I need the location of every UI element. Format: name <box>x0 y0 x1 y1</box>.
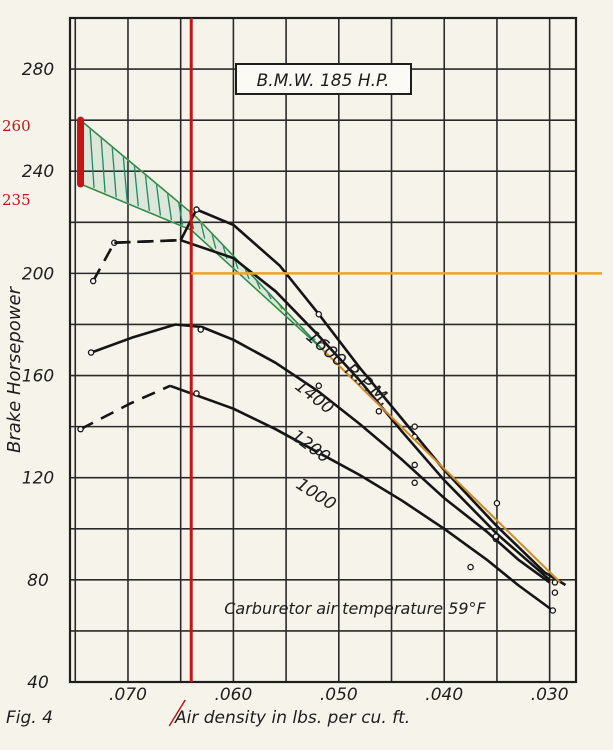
series-line <box>169 384 554 612</box>
temperature-note: Carburetor air temperature 59°F <box>224 599 486 618</box>
y-tick-label: 280 <box>22 60 54 80</box>
series-line <box>179 208 567 587</box>
band-hatch-line <box>144 174 151 211</box>
band-top-line <box>80 119 324 351</box>
chart-title: B.M.W. 185 H.P. <box>257 71 390 91</box>
data-point <box>77 425 84 433</box>
plot-frame <box>68 16 578 684</box>
overlay-annotations <box>77 18 602 727</box>
data-point <box>467 563 474 571</box>
grid <box>68 16 578 684</box>
series-2 <box>114 238 551 581</box>
series-dashed-line <box>114 238 181 244</box>
data-point <box>87 349 95 356</box>
series-line <box>90 323 551 584</box>
y-tick-label: 120 <box>22 469 54 489</box>
band-hatch-line <box>89 128 95 188</box>
band-hatch-line <box>133 165 139 207</box>
y-tick-label: 160 <box>22 367 54 387</box>
series-dashed-line <box>79 384 171 431</box>
title-box <box>235 63 412 95</box>
marker-235-label: 235 <box>2 191 31 209</box>
data-point <box>315 310 323 318</box>
band-hatch-line <box>111 146 117 198</box>
data-point <box>492 533 500 540</box>
data-point <box>551 589 559 596</box>
tick-labels: 40 80 120 160 200 240 280 .070 .060 .050 .040 .030 <box>22 60 569 705</box>
figure-label: Fig. 4 <box>6 708 53 728</box>
data-point <box>193 206 200 213</box>
series-4 <box>77 384 557 614</box>
series-line <box>180 238 551 581</box>
data-point <box>315 448 323 456</box>
series-3 <box>87 323 559 586</box>
y-tick-label: 40 <box>27 673 49 693</box>
data-point <box>375 408 383 415</box>
x-tick-label: .030 <box>531 685 569 705</box>
x-tick-label: .060 <box>214 685 252 705</box>
x-tick-label: .040 <box>425 685 463 705</box>
series-group <box>77 206 567 614</box>
y-axis-label: Brake Horsepower <box>4 285 25 453</box>
x-axis-label: Air density in lbs. per cu. ft. <box>174 708 410 728</box>
data-point <box>411 479 418 487</box>
y-tick-label: 200 <box>22 264 54 284</box>
x-tick-label: .070 <box>109 685 147 705</box>
band-hatch-line <box>166 192 173 221</box>
y-tick-label: 240 <box>22 162 54 182</box>
x-tick-label: .050 <box>320 685 358 705</box>
band-fill <box>80 120 323 350</box>
orange-extrapolation-line <box>322 349 561 584</box>
band-hatch-line <box>155 183 162 216</box>
band-hatch-line <box>211 233 217 249</box>
data-point <box>89 277 97 285</box>
band-hatch-line <box>122 155 128 202</box>
y-tick-label: 80 <box>27 571 49 591</box>
marker-260-label: 260 <box>2 117 31 135</box>
band-hatch-line <box>200 221 206 239</box>
data-point <box>193 390 200 397</box>
data-point <box>493 499 501 507</box>
data-point <box>551 579 559 586</box>
data-point <box>197 326 204 333</box>
data-point <box>411 461 418 469</box>
data-point <box>549 607 557 614</box>
band-hatch-line <box>177 202 184 225</box>
series-1 <box>89 206 567 596</box>
data-point <box>411 423 418 430</box>
data-point <box>315 382 323 390</box>
red-slash-mark <box>168 699 186 727</box>
band-hatch-line <box>100 137 106 193</box>
